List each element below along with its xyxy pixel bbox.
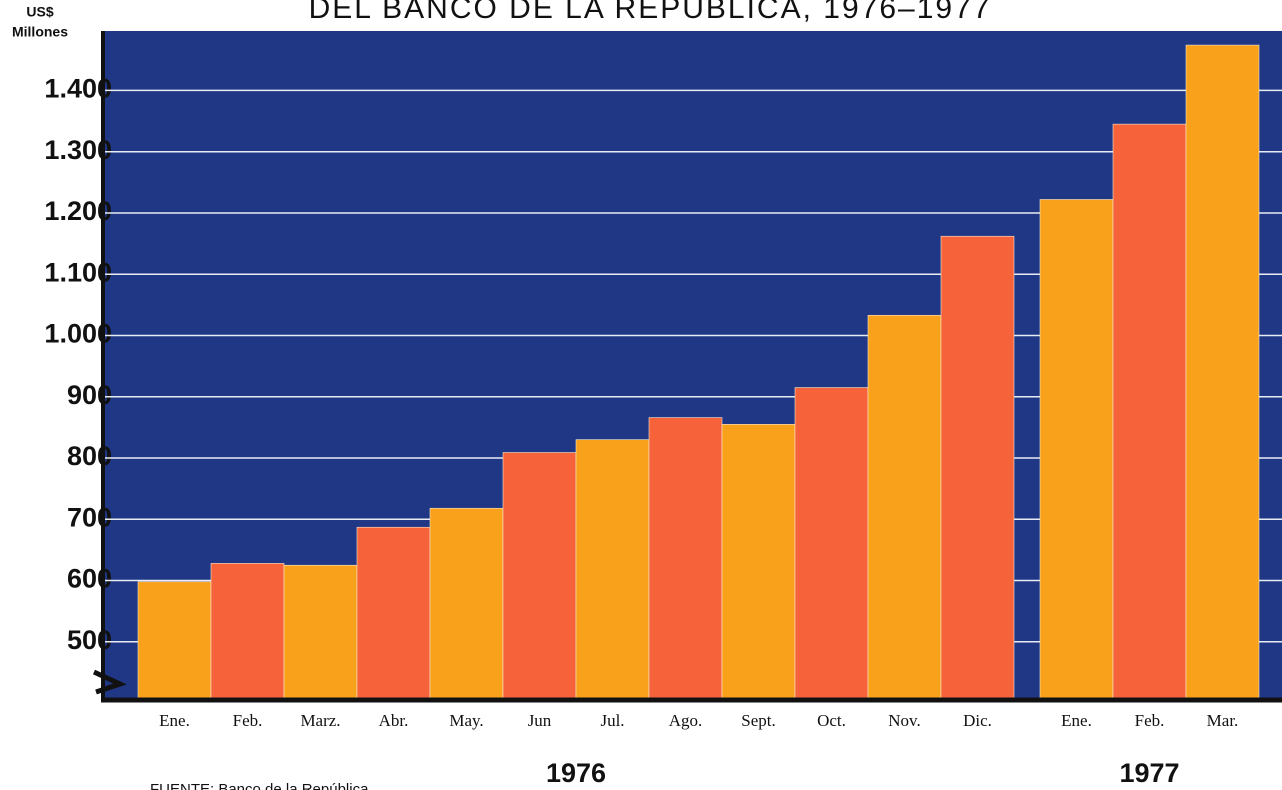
y-axis-label: Millones xyxy=(12,24,68,40)
x-tick-label: Ene. xyxy=(159,711,190,730)
bar xyxy=(1112,123,1187,701)
bar xyxy=(1185,44,1260,701)
x-tick-label: Oct. xyxy=(817,711,846,730)
x-tick-label: Sept. xyxy=(741,711,775,730)
x-tick-label: Feb. xyxy=(1135,711,1165,730)
bar xyxy=(940,235,1015,701)
group-label: 1977 xyxy=(1119,758,1179,788)
group-label: 1976 xyxy=(546,758,606,788)
bar xyxy=(429,507,504,701)
x-tick-label: Jun xyxy=(528,711,552,730)
x-tick-label: Mar. xyxy=(1207,711,1239,730)
x-tick-label: Dic. xyxy=(963,711,992,730)
bar xyxy=(721,424,796,701)
bar xyxy=(648,417,723,701)
chart-title: DEL BANCO DE LA REPUBLICA, 1976–1977 xyxy=(309,0,992,25)
x-tick-label: Jul. xyxy=(600,711,624,730)
bar xyxy=(867,314,942,701)
bar xyxy=(794,387,869,701)
y-tick-label: 1.200 xyxy=(44,196,112,226)
x-tick-label: Ene. xyxy=(1061,711,1092,730)
x-tick-label: May. xyxy=(449,711,483,730)
x-tick-label: Nov. xyxy=(888,711,920,730)
y-tick-label: 1.300 xyxy=(44,135,112,165)
source-note: FUENTE: Banco de la República xyxy=(150,781,369,790)
y-tick-label: 1.400 xyxy=(44,74,112,104)
y-tick-label: 1.100 xyxy=(44,257,112,287)
x-tick-label: Abr. xyxy=(379,711,409,730)
y-axis-label: US$ xyxy=(26,4,53,20)
x-tick-label: Feb. xyxy=(233,711,263,730)
axis-break xyxy=(92,669,127,695)
y-tick-label: 600 xyxy=(67,564,112,594)
bar xyxy=(283,564,358,701)
y-tick-label: 900 xyxy=(67,380,112,410)
bar xyxy=(1039,199,1114,701)
bar xyxy=(356,526,431,701)
bar xyxy=(575,439,650,701)
y-tick-label: 700 xyxy=(67,502,112,532)
bar xyxy=(210,563,285,701)
x-tick-label: Ago. xyxy=(669,711,703,730)
x-tick-label: Marz. xyxy=(300,711,340,730)
bar xyxy=(502,452,577,701)
y-tick-label: 1.000 xyxy=(44,319,112,349)
y-tick-label: 800 xyxy=(67,441,112,471)
bar xyxy=(137,581,212,701)
y-tick-label: 500 xyxy=(67,625,112,655)
